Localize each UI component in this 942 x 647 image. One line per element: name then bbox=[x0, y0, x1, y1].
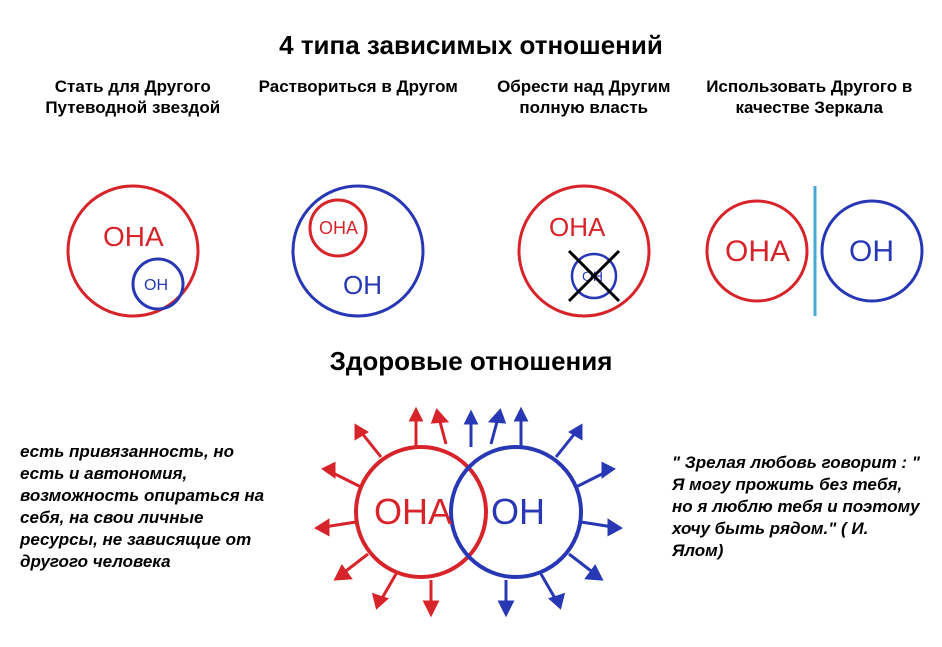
he-text-2: ОН bbox=[343, 270, 382, 300]
diagram-3-svg: ОНА ОН bbox=[499, 166, 669, 336]
type-cell-3: Обрести над Другим полную власть bbox=[471, 76, 697, 156]
he-text-healthy: ОН bbox=[491, 491, 545, 532]
title-dependent: 4 типа зависимых отношений bbox=[20, 30, 922, 61]
type-cell-2: Раствориться в Другом bbox=[246, 76, 472, 156]
healthy-row: есть привязанность, но есть и автономия,… bbox=[20, 392, 922, 622]
type-cell-1: Стать для Другого Путеводной звездой bbox=[20, 76, 246, 156]
diagram-1-svg: ОНА ОН bbox=[48, 166, 218, 336]
type-label-1: Стать для Другого Путеводной звездой bbox=[20, 76, 246, 156]
healthy-diagram-svg: ОНА ОН bbox=[306, 392, 636, 622]
healthy-right-text: " Зрелая любовь говорит : " Я могу прожи… bbox=[672, 452, 922, 562]
type-label-2: Раствориться в Другом bbox=[246, 76, 472, 156]
type-cell-4: Использовать Другого в качестве Зеркала bbox=[697, 76, 923, 156]
type-diagram-3: ОНА ОН bbox=[471, 166, 697, 336]
type-label-3: Обрести над Другим полную власть bbox=[471, 76, 697, 156]
type-label-4: Использовать Другого в качестве Зеркала bbox=[697, 76, 923, 156]
diagram-4-svg: ОНА ОН bbox=[697, 166, 927, 336]
she-text-1: ОНА bbox=[103, 221, 164, 252]
type-diagram-4: ОНА ОН bbox=[697, 166, 923, 336]
he-text-1: ОН bbox=[144, 277, 168, 294]
type-diagram-1: ОНА ОН bbox=[20, 166, 246, 336]
she-text-4: ОНА bbox=[725, 235, 790, 268]
she-rays-inner bbox=[433, 411, 446, 444]
she-text-2: ОНА bbox=[319, 218, 358, 238]
she-text-healthy: ОНА bbox=[374, 491, 452, 532]
types-labels-row: Стать для Другого Путеводной звездой Рас… bbox=[20, 76, 922, 156]
diagram-2-svg: ОНА ОН bbox=[273, 166, 443, 336]
he-text-4: ОН bbox=[849, 235, 894, 268]
types-diagrams-row: ОНА ОН ОНА ОН ОНА ОН ОНА ОН bbox=[20, 166, 922, 336]
healthy-left-text: есть привязанность, но есть и автономия,… bbox=[20, 441, 270, 574]
she-text-3: ОНА bbox=[549, 212, 606, 242]
title-healthy: Здоровые отношения bbox=[20, 346, 922, 377]
type-diagram-2: ОНА ОН bbox=[246, 166, 472, 336]
